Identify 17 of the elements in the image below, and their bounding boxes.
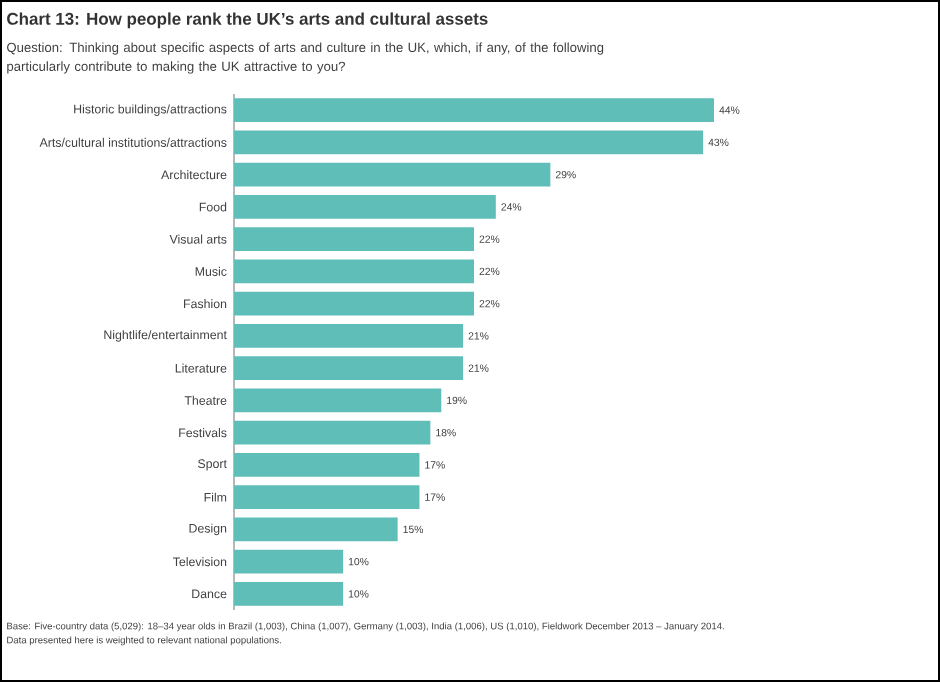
chart-title: Chart 13: How people rank the UK’s arts and cultural assets — [7, 12, 488, 29]
bar — [234, 227, 475, 252]
bar — [234, 98, 714, 123]
bar — [234, 420, 431, 445]
bar — [234, 291, 475, 316]
bar — [234, 130, 704, 155]
bar — [234, 194, 496, 219]
bar — [234, 356, 464, 381]
bar — [234, 485, 420, 510]
bar — [234, 259, 475, 284]
bar — [234, 452, 420, 477]
bar — [234, 549, 344, 574]
bar — [234, 162, 551, 187]
bar — [234, 517, 398, 542]
bar — [234, 581, 344, 606]
bar — [234, 388, 442, 413]
bar — [234, 323, 464, 348]
